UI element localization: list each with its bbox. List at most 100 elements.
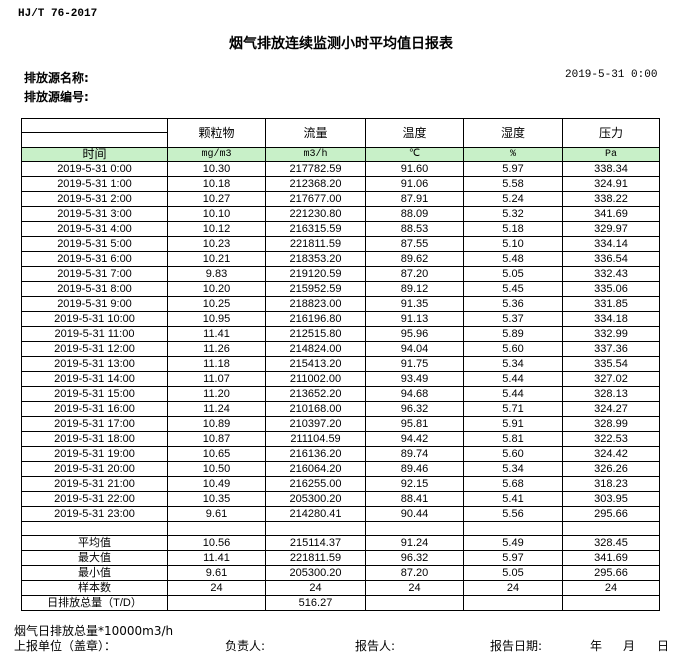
spacer-row xyxy=(21,521,660,536)
pressure-cell: 328.13 xyxy=(562,386,660,402)
time-cell: 2019-5-31 16:00 xyxy=(21,401,168,417)
summary-row: 最小值 9.61 205300.20 87.20 5.05 295.66 xyxy=(21,565,660,581)
humidity-cell: 5.34 xyxy=(463,461,563,477)
particulate-cell: 10.20 xyxy=(167,281,266,297)
pressure-cell: 324.42 xyxy=(562,446,660,462)
humidity-cell: 5.97 xyxy=(463,550,563,566)
table-row: 2019-5-31 4:00 10.12 216315.59 88.53 5.18 329… xyxy=(21,221,660,237)
humidity-cell: 5.71 xyxy=(463,401,563,417)
temperature-cell: 88.53 xyxy=(365,221,464,237)
pressure-cell: 24 xyxy=(562,580,660,596)
table-row: 2019-5-31 2:00 10.27 217677.00 87.91 5.24 338… xyxy=(21,191,660,207)
particulate-cell: 10.25 xyxy=(167,296,266,312)
table-row: 2019-5-31 12:00 11.26 214824.00 94.04 5.60 33… xyxy=(21,341,660,357)
table-row: 2019-5-31 15:00 11.20 213652.20 94.68 5.44 32… xyxy=(21,386,660,402)
pressure-cell xyxy=(562,595,660,611)
responsible-label: 负责人: xyxy=(225,639,266,653)
time-cell: 2019-5-31 20:00 xyxy=(21,461,168,477)
footer-note: 烟气日排放总量*10000m3/h xyxy=(14,624,174,638)
summary-row: 样本数 24 24 24 24 24 xyxy=(21,580,660,596)
pressure-cell: 295.66 xyxy=(562,506,660,522)
empty-cell xyxy=(463,521,563,536)
particulate-cell: 9.61 xyxy=(167,506,266,522)
flow-cell: 216064.20 xyxy=(265,461,366,477)
year-label: 年 xyxy=(590,639,603,653)
unit-flow: m3/h xyxy=(265,147,366,162)
flow-cell: 218353.20 xyxy=(265,251,366,267)
empty-cell xyxy=(265,521,366,536)
pressure-cell: 335.54 xyxy=(562,356,660,372)
particulate-cell: 10.87 xyxy=(167,431,266,447)
flow-cell: 215413.20 xyxy=(265,356,366,372)
humidity-cell: 5.97 xyxy=(463,161,563,177)
header-flow: 流量 xyxy=(265,118,366,148)
report-date: 2019-5-31 0:00 xyxy=(565,69,658,81)
pressure-cell: 337.36 xyxy=(562,341,660,357)
time-cell: 2019-5-31 8:00 xyxy=(21,281,168,297)
temperature-cell: 93.49 xyxy=(365,371,464,387)
particulate-cell: 10.12 xyxy=(167,221,266,237)
page-title: 烟气排放连续监测小时平均值日报表 xyxy=(229,36,453,52)
pressure-cell: 324.27 xyxy=(562,401,660,417)
flow-cell: 211002.00 xyxy=(265,371,366,387)
flow-cell: 221230.80 xyxy=(265,206,366,222)
flow-cell: 215114.37 xyxy=(265,535,366,551)
humidity-cell: 5.44 xyxy=(463,386,563,402)
summary-label-cell: 样本数 xyxy=(21,580,168,596)
pressure-cell: 341.69 xyxy=(562,206,660,222)
pressure-cell: 322.53 xyxy=(562,431,660,447)
time-cell: 2019-5-31 6:00 xyxy=(21,251,168,267)
time-cell: 2019-5-31 15:00 xyxy=(21,386,168,402)
pressure-cell: 318.23 xyxy=(562,476,660,492)
particulate-cell: 11.24 xyxy=(167,401,266,417)
report-date-label: 报告日期: xyxy=(490,639,543,653)
time-cell: 2019-5-31 5:00 xyxy=(21,236,168,252)
temperature-cell: 90.44 xyxy=(365,506,464,522)
temperature-cell: 91.75 xyxy=(365,356,464,372)
time-cell: 2019-5-31 18:00 xyxy=(21,431,168,447)
particulate-cell: 10.65 xyxy=(167,446,266,462)
humidity-cell: 5.58 xyxy=(463,176,563,192)
particulate-cell: 9.83 xyxy=(167,266,266,282)
time-cell: 2019-5-31 19:00 xyxy=(21,446,168,462)
humidity-cell: 5.05 xyxy=(463,266,563,282)
temperature-cell: 89.62 xyxy=(365,251,464,267)
time-cell: 2019-5-31 23:00 xyxy=(21,506,168,522)
flow-cell: 216196.80 xyxy=(265,311,366,327)
temperature-cell xyxy=(365,595,464,611)
time-cell: 2019-5-31 11:00 xyxy=(21,326,168,342)
particulate-cell: 11.07 xyxy=(167,371,266,387)
table-row: 2019-5-31 19:00 10.65 216136.20 89.74 5.60 32… xyxy=(21,446,660,462)
flow-cell: 210168.00 xyxy=(265,401,366,417)
time-cell: 2019-5-31 7:00 xyxy=(21,266,168,282)
humidity-cell: 5.60 xyxy=(463,446,563,462)
day-label: 日 xyxy=(657,639,670,653)
pressure-cell: 334.18 xyxy=(562,311,660,327)
flow-cell: 211104.59 xyxy=(265,431,366,447)
month-label: 月 xyxy=(623,639,636,653)
table-row: 2019-5-31 0:00 10.30 217782.59 91.60 5.97 338… xyxy=(21,161,660,177)
table-row: 2019-5-31 16:00 11.24 210168.00 96.32 5.71 32… xyxy=(21,401,660,417)
time-cell: 2019-5-31 12:00 xyxy=(21,341,168,357)
humidity-cell: 5.60 xyxy=(463,341,563,357)
summary-label-cell: 平均值 xyxy=(21,535,168,551)
humidity-cell: 5.32 xyxy=(463,206,563,222)
temperature-cell: 88.41 xyxy=(365,491,464,507)
time-cell: 2019-5-31 21:00 xyxy=(21,476,168,492)
pressure-cell: 303.95 xyxy=(562,491,660,507)
flow-cell: 221811.59 xyxy=(265,236,366,252)
pressure-cell: 328.99 xyxy=(562,416,660,432)
table-row: 2019-5-31 17:00 10.89 210397.20 95.81 5.91 32… xyxy=(21,416,660,432)
flow-cell: 516.27 xyxy=(265,595,366,611)
flow-cell: 217677.00 xyxy=(265,191,366,207)
humidity-cell: 5.49 xyxy=(463,535,563,551)
particulate-cell: 10.27 xyxy=(167,191,266,207)
temperature-cell: 91.06 xyxy=(365,176,464,192)
pressure-cell: 328.45 xyxy=(562,535,660,551)
temperature-cell: 87.20 xyxy=(365,565,464,581)
humidity-cell: 5.91 xyxy=(463,416,563,432)
particulate-cell: 10.30 xyxy=(167,161,266,177)
particulate-cell: 9.61 xyxy=(167,565,266,581)
particulate-cell xyxy=(167,595,266,611)
particulate-cell: 11.41 xyxy=(167,550,266,566)
